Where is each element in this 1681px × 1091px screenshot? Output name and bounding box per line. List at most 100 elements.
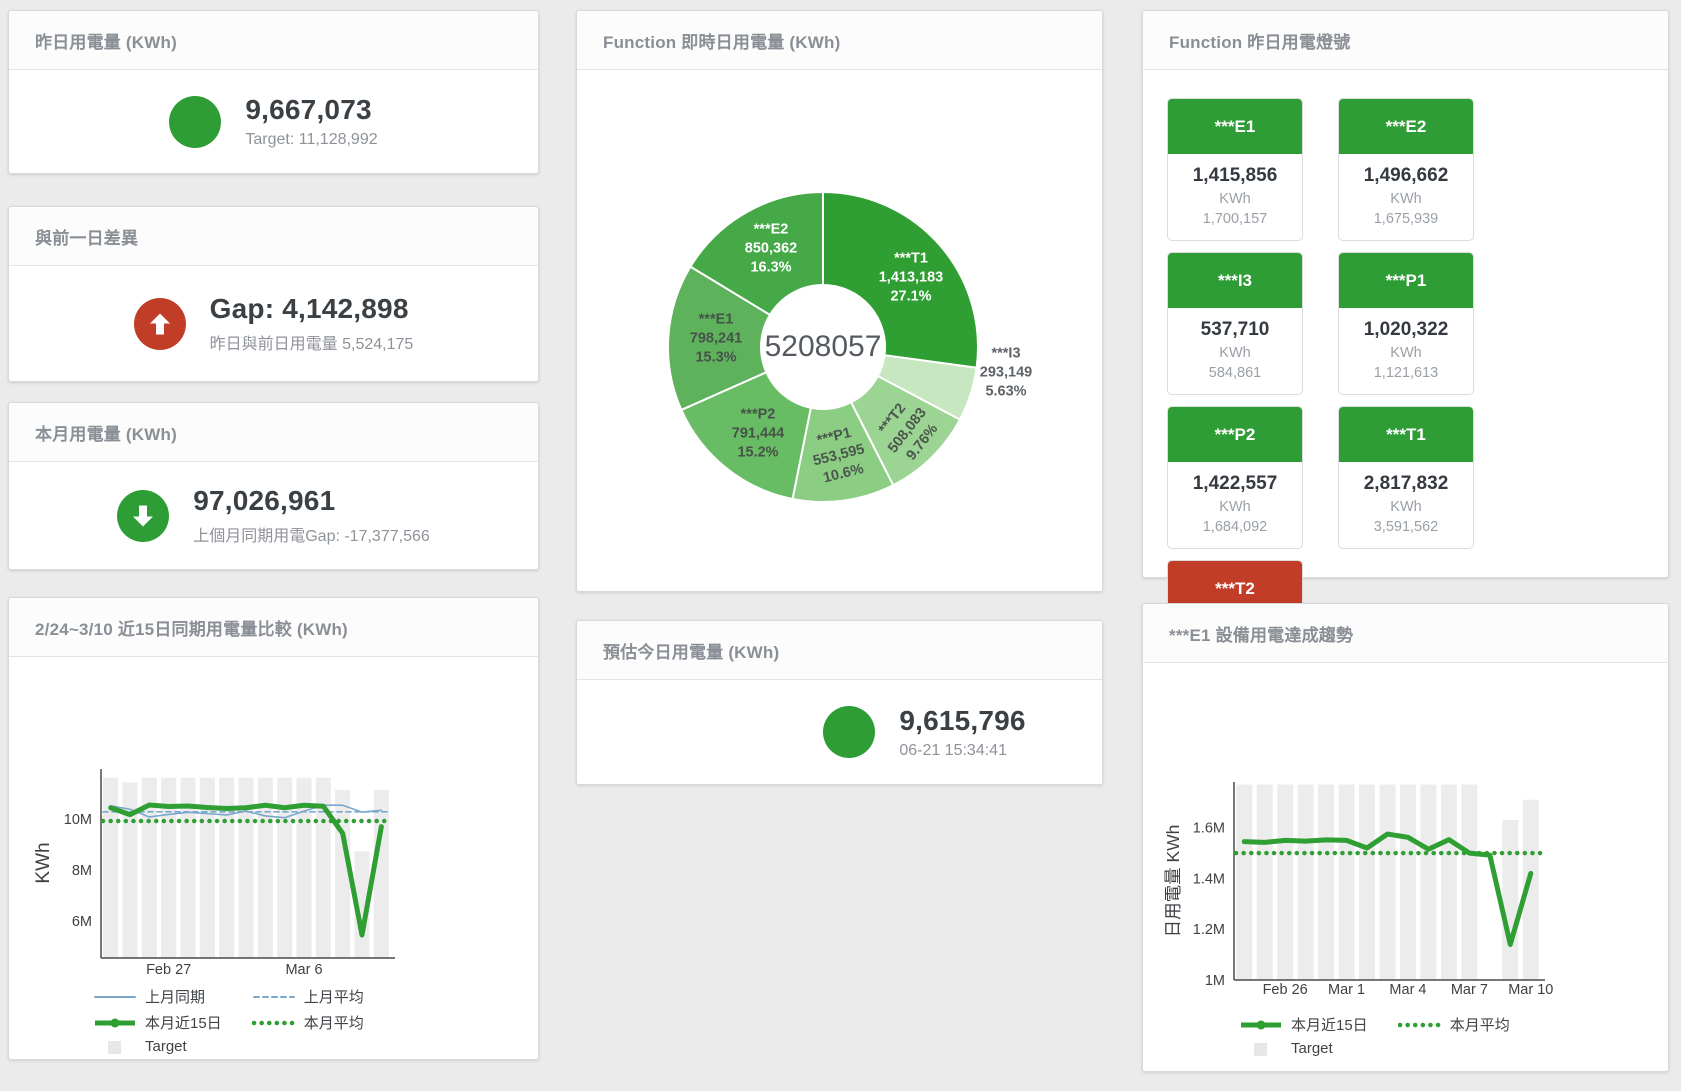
light-tile-unit: KWh bbox=[1219, 191, 1251, 207]
target-bar bbox=[277, 777, 293, 958]
svg-text:1.4M: 1.4M bbox=[1193, 871, 1225, 887]
light-tile-value: 1,415,856 bbox=[1192, 165, 1278, 186]
stat-text: Gap: 4,142,898 昨日與前日用電量 5,524,175 bbox=[210, 293, 414, 354]
svg-text:1.6M: 1.6M bbox=[1193, 821, 1225, 837]
light-tile-label: ***P1 bbox=[1339, 253, 1473, 308]
legend-label: Target bbox=[145, 1038, 187, 1055]
panel-title: 與前一日差異 bbox=[35, 228, 139, 248]
compare-chart: 6M 8M 10M Feb 27 Mar 6 KWh 上月同期 上月平均 本月近15日 本月平均 T… bbox=[9, 657, 538, 1059]
svg-text:10M: 10M bbox=[64, 812, 92, 828]
panel-header[interactable]: 昨日用電量 (KWh) bbox=[9, 11, 538, 70]
light-tile-unit: KWh bbox=[1390, 345, 1422, 361]
svg-text:Feb 26: Feb 26 bbox=[1263, 982, 1308, 998]
light-tile-target: 1,700,157 bbox=[1202, 211, 1268, 227]
light-tile-unit: KWh bbox=[1219, 499, 1251, 515]
panel-lights: Function 昨日用電燈號 ***E1 1,415,856 KWh 1,700,1… bbox=[1142, 10, 1669, 703]
legend-marker-thickline bbox=[1241, 1020, 1281, 1029]
panel-title: ***E1 設備用電達成趨勢 bbox=[1169, 625, 1354, 645]
light-tile-label: ***E2 bbox=[1339, 99, 1473, 154]
light-tile-unit: KWh bbox=[1390, 499, 1422, 515]
target-bar bbox=[103, 777, 119, 958]
panel-header[interactable]: 與前一日差異 bbox=[9, 207, 538, 266]
legend-label: 本月近15日 bbox=[1291, 1017, 1368, 1034]
target-bar bbox=[1236, 784, 1253, 980]
target-bar bbox=[1277, 784, 1294, 980]
legend-item-Target[interactable]: Target bbox=[1239, 1040, 1368, 1057]
svg-text:Mar 7: Mar 7 bbox=[1451, 982, 1488, 998]
light-tile-unit: KWh bbox=[1390, 191, 1422, 207]
light-tile-body: 1,415,856 KWh 1,700,157 bbox=[1168, 154, 1302, 240]
legend-item-上月平均[interactable]: 上月平均 bbox=[252, 986, 364, 1007]
light-tile-label: ***T1 bbox=[1339, 407, 1473, 462]
light-tile-value: 537,710 bbox=[1200, 319, 1270, 340]
panel-day-gap: 與前一日差異 Gap: 4,142,898 昨日與前日用電量 5,524,175 bbox=[8, 206, 539, 382]
target-bar bbox=[180, 777, 196, 958]
panel-header[interactable]: 預估今日用電量 (KWh) bbox=[577, 621, 1102, 680]
e1trend-plot: 1M 1.2M 1.4M 1.6M Feb 26 Mar 1 Mar 4 Mar 7 Mar 1… bbox=[1163, 782, 1553, 998]
legend-item-Target[interactable]: Target bbox=[93, 1038, 222, 1055]
target-bar bbox=[1338, 784, 1355, 980]
donut-slice-E2[interactable] bbox=[689, 191, 824, 316]
target-bar bbox=[1420, 784, 1437, 980]
stat-text: 97,026,961 上個月同期用電Gap: -17,377,566 bbox=[193, 485, 430, 546]
svg-text:Mar 4: Mar 4 bbox=[1389, 982, 1426, 998]
legend-item-本月平均[interactable]: 本月平均 bbox=[251, 1012, 364, 1033]
legend-label: 本月平均 bbox=[1449, 1017, 1510, 1034]
donut-slice-E1[interactable] bbox=[667, 265, 771, 411]
svg-text:1.2M: 1.2M bbox=[1193, 922, 1225, 938]
light-tile-target: 3,591,562 bbox=[1373, 519, 1439, 535]
light-tile-target: 1,675,939 bbox=[1373, 211, 1439, 227]
light-tile-I3: ***I3 537,710 KWh 584,861 bbox=[1167, 252, 1303, 395]
svg-text:Mar 6: Mar 6 bbox=[285, 962, 322, 978]
panel-header[interactable]: Function 昨日用電燈號 bbox=[1143, 11, 1668, 70]
legend-item-本月近15日[interactable]: 本月近15日 bbox=[1239, 1014, 1368, 1035]
down-arrow-icon bbox=[117, 489, 170, 542]
light-tile-body: 2,817,832 KWh 3,591,562 bbox=[1339, 462, 1473, 548]
svg-text:Mar 1: Mar 1 bbox=[1328, 982, 1365, 998]
legend-label: 上月同期 bbox=[145, 989, 206, 1006]
stat-value: 9,667,073 bbox=[245, 94, 372, 125]
donut-label-T1: ***T1 1,413,183 27.1% bbox=[878, 250, 944, 305]
light-tile-target: 584,861 bbox=[1208, 365, 1262, 381]
panel-yesterday-usage: 昨日用電量 (KWh) 9,667,073 Target: 11,128,992 bbox=[8, 10, 539, 174]
donut-label-E1: ***E1 798,241 15.3% bbox=[689, 311, 743, 366]
target-bar bbox=[1399, 784, 1416, 980]
legend-item-本月近15日[interactable]: 本月近15日 bbox=[93, 1012, 222, 1033]
light-tile-unit: KWh bbox=[1219, 345, 1251, 361]
panel-header[interactable]: Function 即時日用電量 (KWh) bbox=[577, 11, 1102, 70]
svg-text:6M: 6M bbox=[72, 914, 92, 930]
series-line bbox=[109, 804, 383, 819]
donut-slice-P2[interactable] bbox=[680, 371, 812, 500]
legend-label: Target bbox=[1291, 1040, 1333, 1057]
panel-e1-trend: ***E1 設備用電達成趨勢 1M 1.2M 1.4M 1.6M Feb 26 Mar 1… bbox=[1142, 603, 1669, 1072]
legend-item-上月同期[interactable]: 上月同期 bbox=[93, 986, 222, 1007]
light-tile-E1: ***E1 1,415,856 KWh 1,700,157 bbox=[1167, 98, 1303, 241]
panel-title: 昨日用電量 (KWh) bbox=[35, 32, 177, 52]
series-line bbox=[1241, 831, 1534, 947]
target-bar bbox=[238, 777, 254, 958]
target-bar bbox=[373, 789, 389, 958]
donut-label-E2: ***E2 850,362 16.3% bbox=[744, 221, 798, 276]
target-bar bbox=[1359, 784, 1376, 980]
light-tile-body: 1,020,322 KWh 1,121,613 bbox=[1339, 308, 1473, 394]
donut-slice-T1[interactable] bbox=[822, 191, 979, 369]
light-tile-value: 2,817,832 bbox=[1363, 473, 1449, 494]
stat-value: Gap: 4,142,898 bbox=[209, 293, 409, 324]
panel-header[interactable]: ***E1 設備用電達成趨勢 bbox=[1143, 604, 1668, 663]
panel-header[interactable]: 本月用電量 (KWh) bbox=[9, 403, 538, 462]
target-bar bbox=[315, 777, 331, 958]
target-bar bbox=[1256, 784, 1273, 980]
light-tile-body: 537,710 KWh 584,861 bbox=[1168, 308, 1302, 394]
light-tile-P1: ***P1 1,020,322 KWh 1,121,613 bbox=[1338, 252, 1474, 395]
panel-realtime-donut: Function 即時日用電量 (KWh) 5208057 ***T1 1,413,… bbox=[576, 10, 1103, 592]
target-bar bbox=[141, 777, 157, 958]
legend-item-本月平均[interactable]: 本月平均 bbox=[1397, 1014, 1510, 1035]
legend-marker-dashed bbox=[252, 995, 295, 998]
light-tile-body: 1,496,662 KWh 1,675,939 bbox=[1339, 154, 1473, 240]
svg-text:Mar 10: Mar 10 bbox=[1508, 982, 1553, 998]
panel-header[interactable]: 2/24~3/10 近15日同期用電量比較 (KWh) bbox=[9, 598, 538, 657]
legend-marker-dotted bbox=[1397, 1022, 1442, 1027]
light-tile-body: 1,422,557 KWh 1,684,092 bbox=[1168, 462, 1302, 548]
stat-text: 9,615,796 06-21 15:34:41 bbox=[899, 705, 1025, 760]
legend-label: 上月平均 bbox=[303, 989, 364, 1006]
